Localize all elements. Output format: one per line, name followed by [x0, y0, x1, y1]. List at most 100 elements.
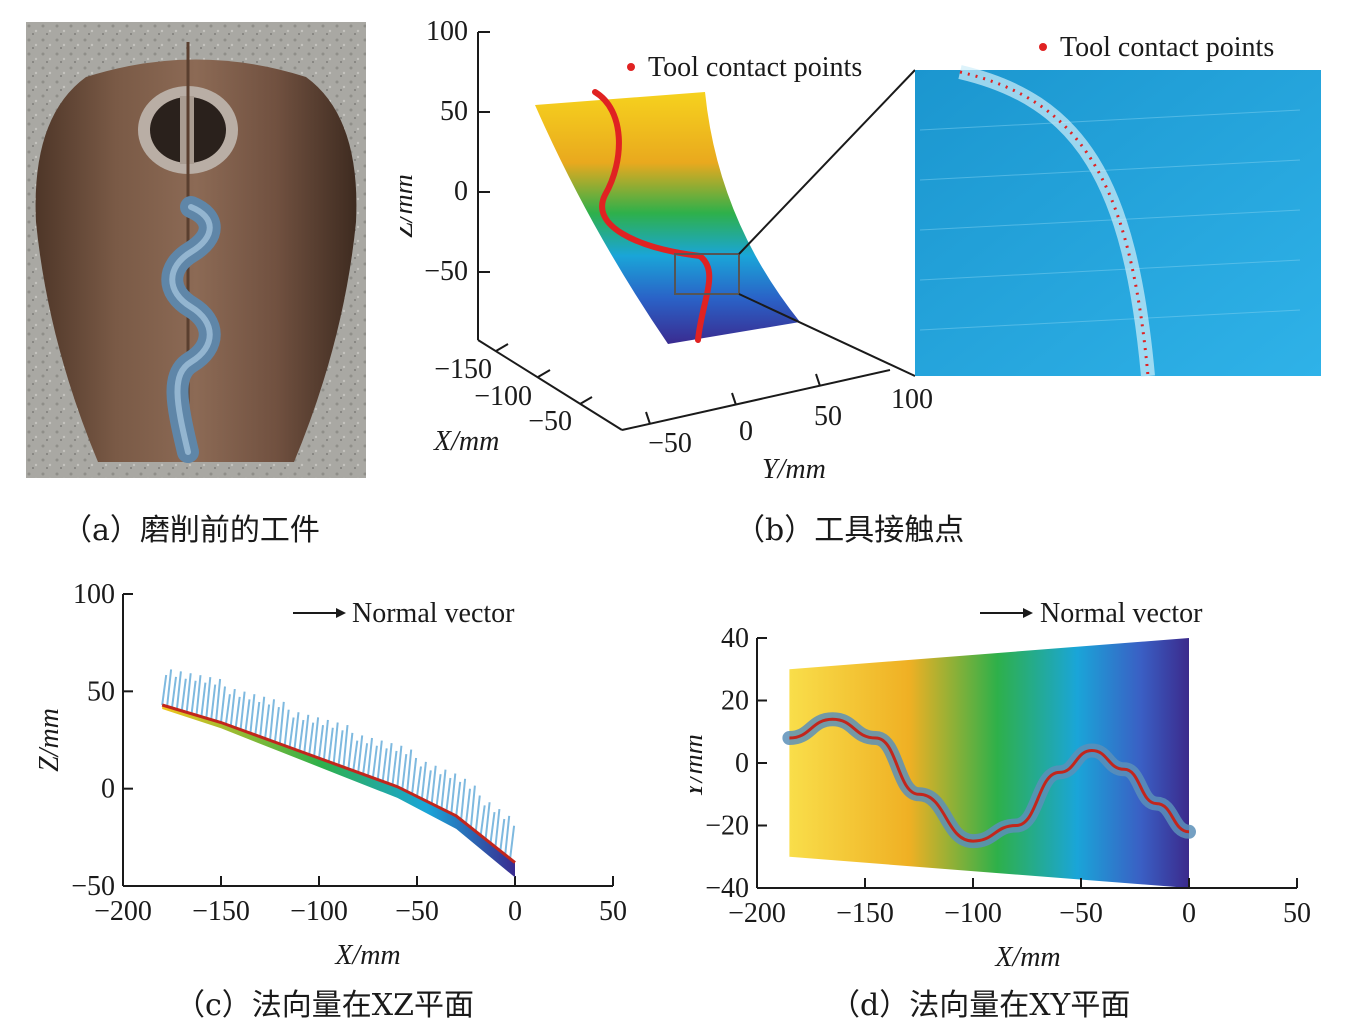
normal-vector-mark	[318, 725, 324, 759]
caption-a: （a）磨削前的工件	[62, 513, 320, 548]
y-tick-label: −50	[71, 871, 115, 902]
normal-vector-mark	[509, 825, 516, 859]
normal-vector-mark	[406, 749, 413, 792]
x-tick-label: −150	[192, 896, 250, 927]
normal-vector-mark	[332, 722, 339, 764]
normal-vector-mark	[337, 730, 344, 766]
normal-vector-mark	[180, 678, 187, 711]
x-tick-label: 0	[508, 896, 522, 927]
z-tick-neg50: −50	[424, 256, 468, 287]
normal-vector-mark	[357, 735, 364, 773]
normal-vector-mark	[220, 686, 226, 723]
caption-b: （b）工具接触点	[735, 513, 965, 548]
normal-vector-mark	[327, 727, 334, 762]
normal-vector-mark	[175, 671, 182, 710]
z-tick-50: 50	[440, 96, 468, 127]
normal-vector-mark	[249, 694, 256, 734]
normal-vector-mark	[381, 748, 388, 782]
c-x-axis-label: X/mm	[334, 940, 400, 971]
c-y-axis-label: Z/mm	[34, 708, 65, 772]
legend-arrowhead-c	[336, 608, 346, 618]
surface-3d	[535, 92, 800, 344]
normal-vector-mark	[254, 701, 261, 736]
normal-vector-mark	[352, 740, 359, 771]
z-axis-label: Z/mm	[400, 174, 419, 238]
normal-vector-mark	[420, 761, 427, 799]
x-tick-label: 0	[1182, 898, 1196, 929]
normal-vector-mark	[283, 709, 290, 746]
normal-vector-mark	[465, 788, 471, 824]
normal-vector-mark	[215, 678, 222, 722]
normal-vector-mark	[171, 676, 177, 709]
normal-vector-mark	[411, 757, 418, 795]
x-tick-neg50: −50	[528, 406, 572, 437]
surface-strip-xz	[162, 705, 515, 878]
normal-vector-mark	[499, 818, 506, 852]
x-tick-label: −50	[1059, 898, 1103, 929]
c-axes	[122, 594, 613, 887]
y-tick-0: 0	[739, 416, 753, 447]
normal-vector-mark	[190, 680, 197, 714]
y-tick-neg50: −50	[648, 428, 692, 459]
y-tick-100: 100	[891, 384, 933, 415]
normal-vector-mark	[347, 732, 354, 769]
caption-c: （c）法向量在XZ平面	[175, 988, 475, 1023]
normal-vector-mark	[288, 717, 295, 748]
legend-marker	[627, 63, 635, 71]
normal-vector-mark	[494, 808, 501, 848]
normal-vector-mark	[195, 675, 202, 716]
x-tick-label: 50	[599, 896, 627, 927]
normal-vector-mark	[371, 745, 378, 778]
normal-vector-mark	[244, 699, 251, 732]
workpiece-photo	[26, 22, 366, 478]
zoom-box	[674, 253, 740, 295]
normal-vector-mark	[474, 795, 481, 832]
surface-plane-xy	[789, 638, 1189, 888]
y-axis	[621, 369, 891, 431]
x-tick-label: −150	[836, 898, 894, 929]
inset-legend-tool-contact: Tool contact points	[1060, 32, 1274, 63]
legend-normal-vector-c: Normal vector	[352, 598, 515, 629]
normal-vectors-xz	[161, 669, 516, 859]
tool-path-xz	[161, 703, 516, 864]
normal-vector-mark	[425, 770, 432, 802]
normal-vector-mark	[200, 682, 207, 717]
caption-d: （d）法向量在XY平面	[830, 988, 1131, 1023]
y-tick-label: 100	[73, 579, 115, 610]
normal-vector-mark	[185, 673, 192, 713]
y-tick-label: 0	[735, 748, 749, 779]
normal-vector-mark	[445, 777, 452, 812]
normal-vector-mark	[205, 677, 212, 719]
tool-path-3d	[592, 89, 713, 343]
normal-vector-mark	[259, 696, 266, 737]
normal-vector-mark	[479, 805, 486, 836]
y-tick-label: −40	[705, 873, 749, 904]
inset-contact-band	[958, 65, 1155, 377]
normal-vector-mark	[293, 712, 300, 750]
legend-normal-vector-d: Normal vector	[1040, 598, 1203, 629]
panel-b: 100 50 0 −50 Z/mm −150 −100 −50 X/mm −50…	[400, 16, 1321, 485]
normal-vector-mark	[322, 719, 329, 761]
y-tick-label: 50	[87, 676, 115, 707]
inset-legend-marker	[1039, 43, 1047, 51]
normal-vector-mark	[435, 774, 442, 807]
c-ticks: −200 −150 −100 −50 0 50 −50 0 50 100	[71, 579, 627, 927]
tool-path-xy	[789, 717, 1190, 843]
x-tick-label: −50	[395, 896, 439, 927]
normal-vector-mark	[469, 785, 476, 828]
normal-vector-mark	[376, 740, 383, 780]
normal-vector-mark	[273, 706, 280, 743]
y-tick-label: 20	[721, 686, 749, 717]
d-y-axis-label: Y/mm	[690, 734, 709, 798]
normal-vector-mark	[440, 769, 447, 809]
legend-tool-contact: Tool contact points	[648, 52, 862, 83]
normal-vector-mark	[386, 743, 393, 784]
y-tick-label: −20	[705, 811, 749, 842]
normal-vector-mark	[269, 699, 275, 741]
y-axis-label: Y/mm	[762, 454, 826, 485]
normal-vector-mark	[210, 684, 217, 720]
normal-vector-mark	[455, 781, 462, 817]
normal-vector-mark	[504, 815, 511, 855]
